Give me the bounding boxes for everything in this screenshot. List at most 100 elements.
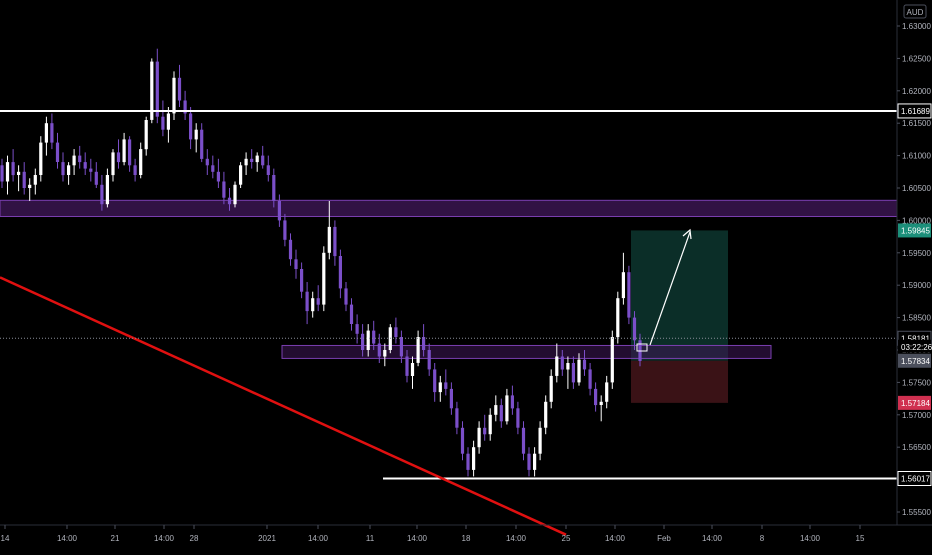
candle	[483, 414, 487, 441]
candle-body	[466, 453, 470, 470]
candle-body	[472, 447, 476, 470]
candle	[94, 162, 98, 188]
time-tick-label: Feb	[657, 534, 671, 543]
candle	[72, 149, 76, 175]
time-axis[interactable]: 14 14:00 21 14:00 28 2021 14:00 11 14:00 18 14:00 2…	[1, 525, 865, 543]
candle	[78, 145, 82, 169]
candle-body	[266, 165, 270, 175]
candle-body	[416, 337, 420, 363]
candle	[494, 395, 498, 422]
candle-body	[55, 142, 60, 162]
time-tick-label: 14:00	[702, 534, 723, 543]
candle	[0, 158, 4, 188]
candle	[505, 388, 509, 425]
candle	[22, 162, 26, 195]
candle	[361, 324, 365, 357]
candle-body	[250, 158, 254, 162]
candle	[627, 265, 631, 325]
candle	[599, 395, 603, 422]
candle	[383, 343, 387, 367]
candle	[305, 282, 309, 325]
candle-body	[410, 363, 415, 376]
support-zone	[281, 344, 772, 359]
countdown-box	[898, 339, 931, 353]
candle-body	[311, 298, 315, 312]
candle-body	[488, 414, 492, 435]
zones[interactable]	[0, 199, 898, 359]
candle	[139, 142, 143, 179]
candle	[105, 168, 109, 208]
current-price-badge-box	[898, 353, 931, 368]
candle	[632, 311, 637, 350]
candle	[288, 233, 293, 266]
projection-arrow	[649, 231, 691, 346]
candle-body	[166, 113, 170, 130]
candle-body	[527, 453, 531, 470]
candle	[466, 447, 470, 477]
candle-body	[244, 158, 248, 166]
drawings[interactable]	[0, 109, 897, 536]
candle-body	[455, 408, 459, 428]
candle	[410, 356, 415, 389]
candle-body	[100, 184, 104, 205]
candle-body	[155, 61, 159, 117]
candle	[472, 440, 476, 477]
candle-body	[89, 168, 93, 172]
time-tick-label: 25	[562, 534, 571, 543]
candle	[128, 136, 132, 172]
candle-body	[521, 427, 526, 454]
candle-body	[200, 129, 204, 159]
candle-body	[205, 158, 209, 166]
candle-body	[283, 220, 287, 240]
candle-body	[11, 162, 15, 176]
candle	[150, 58, 154, 124]
last-close-badge-text: 1.58181	[901, 334, 930, 343]
candle-body	[549, 375, 553, 402]
candle	[227, 188, 232, 211]
candle	[488, 408, 492, 441]
candle	[477, 421, 481, 454]
level-low-badge-text: 1.56017	[901, 474, 930, 483]
candle-body	[33, 175, 37, 185]
level-high-badge-box	[897, 103, 932, 119]
candle-body	[510, 395, 514, 409]
candle-body	[516, 408, 520, 428]
candle-body	[288, 239, 293, 260]
candle-body	[17, 171, 21, 175]
time-tick-label: 14:00	[308, 534, 329, 543]
candle-body	[577, 359, 581, 383]
candle-body	[222, 181, 226, 198]
candle-body	[333, 226, 337, 257]
candle	[266, 155, 270, 182]
candle	[211, 155, 215, 179]
position-tool[interactable]	[631, 230, 728, 403]
candle	[189, 107, 193, 150]
time-tick-label: 18	[462, 534, 471, 543]
currency-badge[interactable]: AUD	[903, 4, 927, 19]
candle-body	[460, 427, 465, 454]
candle-body	[150, 61, 154, 120]
candle-body	[83, 162, 87, 169]
candle-body	[571, 363, 575, 383]
candle-body	[39, 142, 43, 175]
candle	[122, 132, 126, 166]
candle	[39, 136, 43, 182]
candle	[233, 181, 237, 208]
candle	[582, 350, 587, 376]
candle-body	[438, 382, 442, 393]
price-tick-label: 1.59000	[902, 281, 931, 290]
price-tick-label: 1.58500	[902, 314, 931, 323]
candle	[405, 350, 409, 383]
candle	[455, 401, 459, 435]
candle-body	[0, 165, 4, 182]
price-tick-label: 1.59500	[902, 249, 931, 258]
candle-body	[394, 327, 398, 337]
candle-body	[105, 175, 109, 205]
candle	[67, 162, 71, 185]
price-tick-label: 1.62500	[902, 54, 931, 63]
target-badge-box	[898, 223, 931, 238]
stop-badge: 1.57184	[898, 395, 931, 410]
candle-body	[172, 77, 176, 114]
